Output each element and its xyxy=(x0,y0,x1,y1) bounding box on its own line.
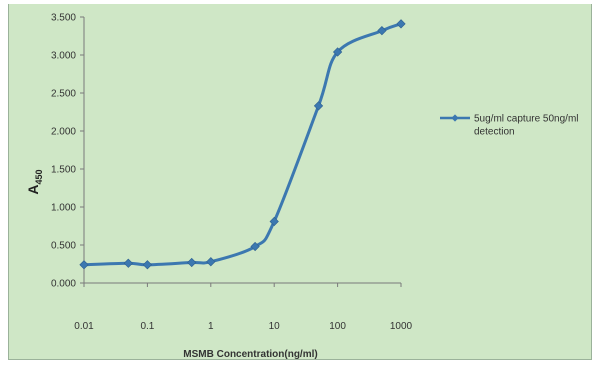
data-point xyxy=(206,257,216,267)
legend-marker xyxy=(451,114,459,122)
y-axis-label: A450 xyxy=(25,169,44,194)
legend: 5ug/ml capture 50ng/ml detection xyxy=(440,114,579,138)
data-point xyxy=(313,101,324,111)
x-tick-label: 100 xyxy=(329,321,346,332)
chart-background xyxy=(8,4,592,360)
y-axis-label-subscript: 450 xyxy=(34,169,44,184)
y-axis-label-main: A xyxy=(25,184,41,194)
series-group xyxy=(79,19,406,270)
y-tick-label: 3.500 xyxy=(51,13,76,24)
x-axis-label: MSMB Concentration(ng/ml) xyxy=(183,349,317,360)
data-point xyxy=(250,241,260,252)
y-tick-label: 0.000 xyxy=(51,279,76,290)
x-tick-label: 1000 xyxy=(390,321,413,332)
legend-label: 5ug/ml capture 50ng/ml detection xyxy=(474,114,579,138)
data-point xyxy=(377,26,387,36)
x-tick-label: 0.01 xyxy=(74,321,94,332)
x-tick-label: 0.1 xyxy=(140,321,154,332)
y-tick-label: 1.500 xyxy=(51,165,76,176)
y-axis: 0.000 0.500 1.000 1.500 2.000 2.500 3.000 3.500 xyxy=(51,13,85,290)
y-tick-label: 2.000 xyxy=(51,127,76,138)
y-tick-label: 1.000 xyxy=(51,203,76,214)
y-tick-label: 0.500 xyxy=(51,241,76,252)
data-point xyxy=(123,258,133,268)
x-tick-label: 1 xyxy=(208,321,214,332)
y-tick-label: 3.000 xyxy=(51,51,76,62)
data-point xyxy=(269,216,279,227)
y-tick-label: 2.500 xyxy=(51,89,76,100)
data-point xyxy=(79,260,89,270)
x-axis: 0.01 0.1 1 10 100 1000 xyxy=(74,282,413,332)
data-point xyxy=(332,47,343,57)
data-point xyxy=(396,19,406,29)
series-line xyxy=(83,22,402,267)
x-tick-label: 10 xyxy=(269,321,281,332)
data-point xyxy=(142,260,153,270)
data-point xyxy=(187,257,197,268)
